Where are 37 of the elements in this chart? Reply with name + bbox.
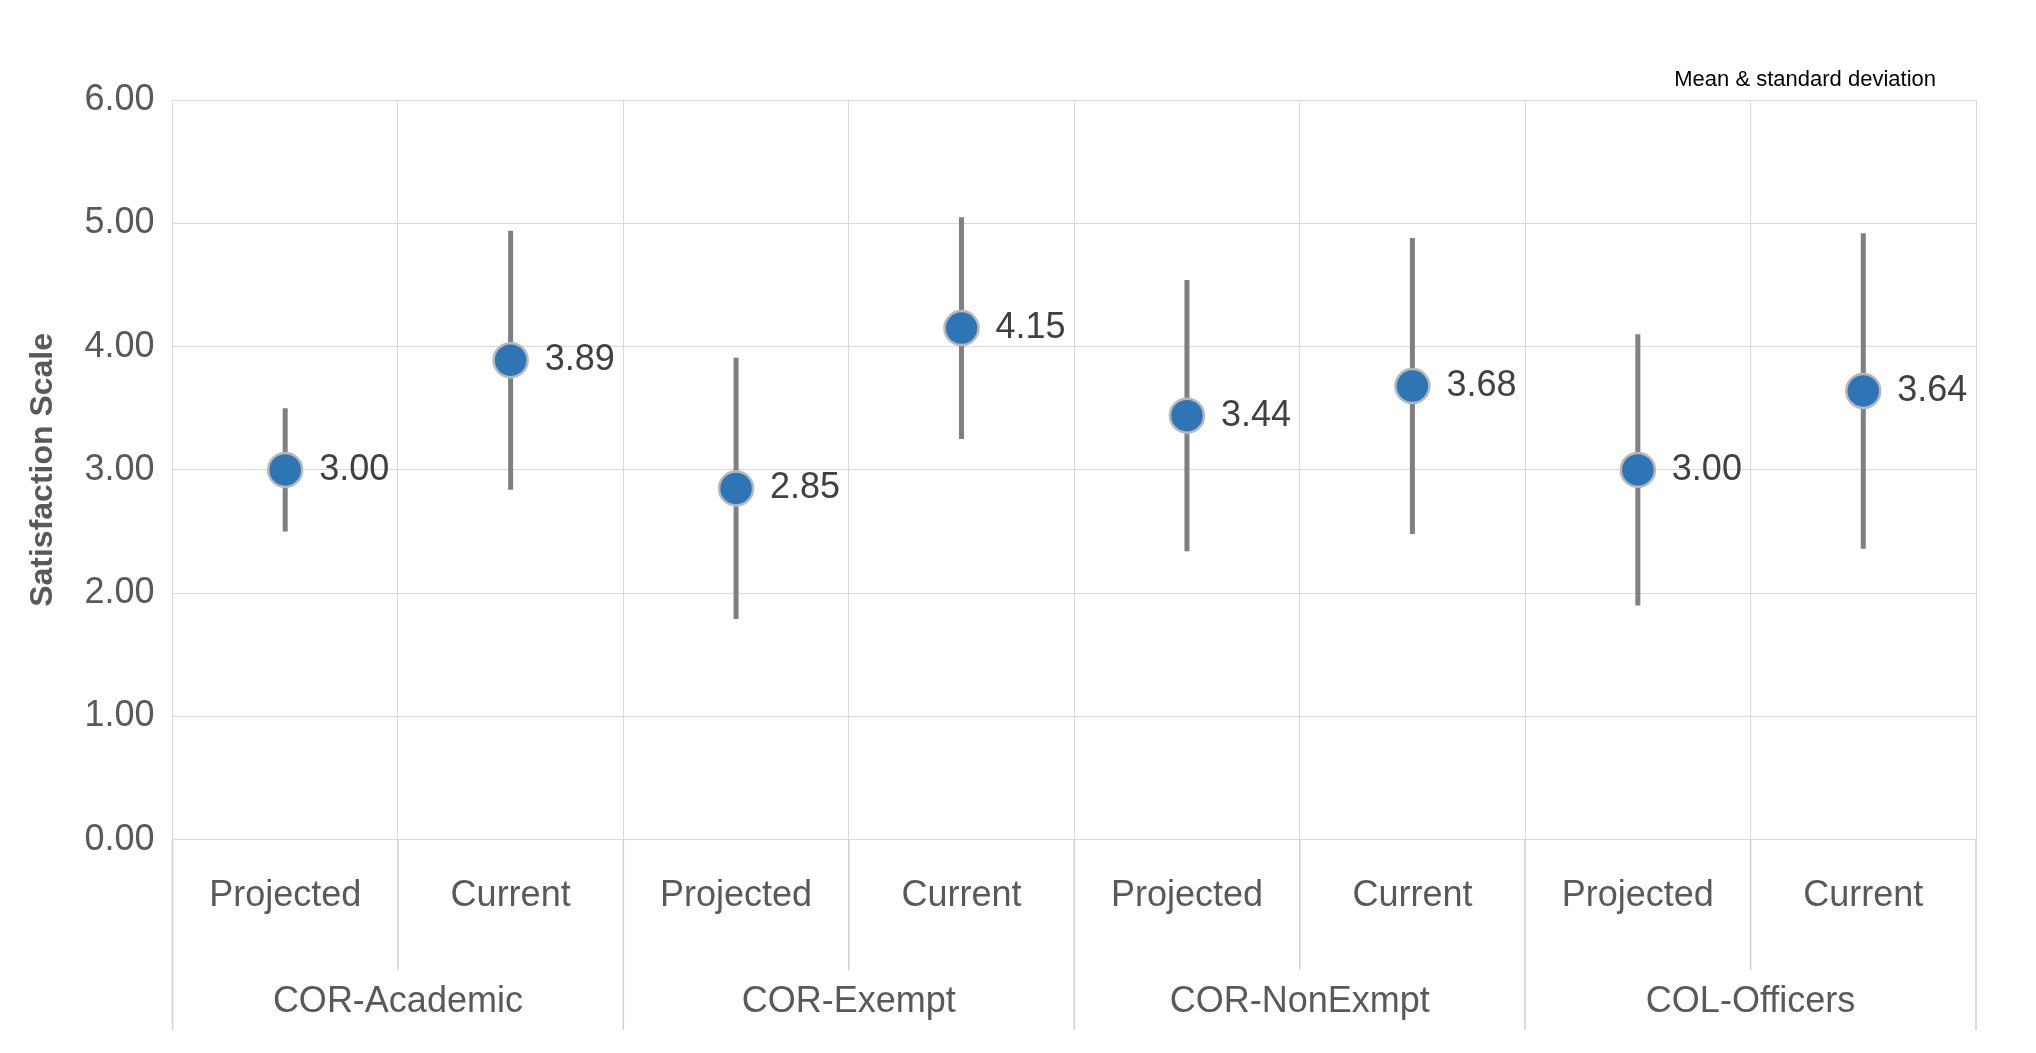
x-tick-label: Current	[450, 873, 571, 915]
data-label: 3.44	[1220, 392, 1292, 434]
x-tick-label: Projected	[209, 873, 362, 915]
text: COR-Exempt	[741, 978, 956, 1020]
x-tick-label: Projected	[1110, 873, 1263, 915]
point	[717, 470, 755, 507]
x-tick-label: Current	[1352, 873, 1473, 915]
data-label: 3.68	[1446, 362, 1517, 404]
text: COR-Academic	[272, 978, 523, 1020]
point	[943, 309, 980, 347]
point	[492, 341, 529, 379]
point	[1394, 367, 1431, 405]
x-tick-label: Projected	[1561, 873, 1714, 915]
text: COR-NonExmpt	[1169, 978, 1430, 1020]
point	[1845, 372, 1882, 410]
y-tick-label: 6.00	[84, 76, 155, 118]
point	[266, 451, 304, 489]
y-axis-title: Satisfaction Scale	[23, 332, 60, 607]
y-tick-label: 1.00	[84, 693, 155, 735]
x-tick-label: Current	[1803, 873, 1924, 915]
point	[1168, 397, 1206, 434]
y-tick-label: 4.00	[84, 323, 155, 365]
data-label: 3.00	[319, 446, 390, 488]
y-tick-label: 3.00	[84, 446, 155, 488]
y-tick-label: 0.00	[84, 816, 155, 858]
x-tick-label: Projected	[660, 873, 813, 915]
data-label: 4.15	[995, 305, 1066, 347]
data-label: 3.64	[1897, 367, 1968, 409]
text: COL-Officers	[1645, 978, 1856, 1020]
data-label: 3.89	[544, 337, 615, 379]
x-tick-label: Current	[901, 873, 1022, 915]
text: Mean & standard deviation	[1674, 66, 1936, 92]
data-label: 3.00	[1671, 446, 1742, 488]
y-tick-label: 2.00	[84, 570, 155, 612]
point	[1619, 451, 1657, 489]
y-tick-label: 5.00	[84, 200, 155, 242]
data-label: 2.85	[770, 465, 841, 507]
